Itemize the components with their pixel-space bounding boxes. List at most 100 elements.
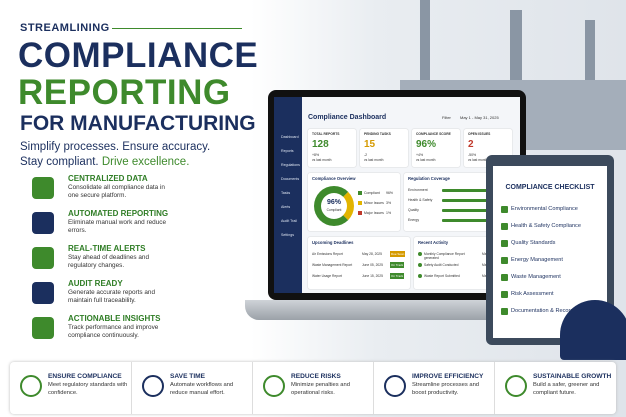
legend-value: 1% [386, 210, 392, 215]
benefit-title: ENSURE COMPLIANCE [48, 373, 122, 380]
feature-title: REAL-TIME ALERTS [68, 244, 146, 253]
benefit-text: Automate workflows and reduce manual eff… [170, 382, 234, 396]
sidebar-item: Dashboard [281, 135, 299, 139]
subtitle: FOR MANUFACTURING [20, 112, 256, 135]
kpi-card: TOTAL REPORTS 128 +8% vs last month [308, 129, 356, 167]
benefit: IMPROVE EFFICIENCY Streamline processes a… [373, 362, 494, 414]
kpi-note: vs last month [312, 158, 332, 162]
activity-name: Waste Report Submitted [424, 274, 460, 278]
feature-title: CENTRALIZED DATA [68, 174, 148, 183]
feature-icon [32, 247, 54, 269]
deadline-date: June 05, 2025 [362, 263, 383, 267]
tagline: Simplify processes. Ensure accuracy. Stay… [20, 140, 210, 170]
kpi-label: OPEN ISSUES [468, 132, 491, 136]
legend-name: Major Issues [364, 210, 384, 215]
benefit: ENSURE COMPLIANCE Meet regulatory standar… [10, 362, 131, 414]
checkbox [501, 206, 508, 213]
checklist-item: Waste Management [511, 274, 561, 280]
activity-name: Safety Audit Conducted [424, 263, 459, 267]
tagline-accent: Drive excellence. [101, 156, 190, 168]
hard-hat [560, 300, 626, 360]
checklist: COMPLIANCE CHECKLIST Environmental Compl… [493, 166, 607, 338]
benefit-title: IMPROVE EFFICIENCY [412, 373, 484, 380]
feature-text: Track performance and improve compliance… [68, 324, 159, 339]
feature-icon [32, 177, 54, 199]
checkbox [501, 291, 508, 298]
checkbox [501, 240, 508, 247]
kpi-value: 96% [416, 139, 437, 150]
kpi-card: COMPLIANCE SCORE 96% +4% vs last month [412, 129, 460, 167]
checklist-item: Documentation & Records [511, 308, 577, 314]
coverage-bar [442, 219, 496, 222]
deadline-date: June 15, 2025 [362, 274, 383, 278]
checklist-item: Quality Standards [511, 240, 556, 246]
sidebar-item: Settings [281, 233, 294, 237]
benefit-text: Minimize penalties and operational risks… [291, 382, 350, 396]
feature-icon [32, 317, 54, 339]
rule [112, 28, 242, 29]
coverage-name: Health & Safety [408, 198, 433, 202]
kpi-delta: -2 [364, 153, 368, 157]
legend-swatch [358, 201, 362, 205]
coverage-bar [442, 209, 496, 212]
benefit-icon [505, 375, 527, 397]
feature-text: Eliminate manual work and reduce errors. [68, 219, 167, 234]
feature: CENTRALIZED DATA Consolidate all complian… [28, 174, 178, 207]
panel-title: Regulation Coverage [408, 176, 450, 181]
deadline-status: On Track [390, 273, 405, 279]
tagline-text: Simplify processes. Ensure accuracy. [20, 141, 211, 153]
checklist-item: Environmental Compliance [511, 206, 578, 212]
feature-title: ACTIONABLE INSIGHTS [68, 314, 161, 323]
feature-text: Consolidate all compliance data in one s… [68, 184, 165, 199]
kpi-note: vs last month [364, 158, 384, 162]
kpi-delta: +4% [416, 153, 424, 157]
deadline-date: May 28, 2025 [362, 252, 382, 256]
overview-card: Compliance Overview 96% Compliant Compliant… [308, 173, 400, 231]
chimney [420, 0, 430, 110]
feature-text: Stay ahead of deadlines and regulatory c… [68, 254, 150, 269]
coverage-name: Environment [408, 188, 428, 192]
kicker: STREAMLINING [20, 22, 110, 34]
kpi-label: TOTAL REPORTS [312, 132, 340, 136]
benefit: SUSTAINABLE GROWTH Build a safer, greener… [494, 362, 615, 414]
benefit: REDUCE RISKS Minimize penalties and opera… [252, 362, 373, 414]
checklist-item: Energy Management [511, 257, 563, 263]
coverage-bar [442, 189, 496, 192]
activity-dot [418, 274, 422, 278]
checkbox [501, 274, 508, 281]
panel-title: Upcoming Deadlines [312, 240, 354, 245]
title: REPORTING [18, 73, 231, 112]
legend-name: Compliant [364, 190, 380, 195]
deadline-status: On Track [390, 262, 405, 268]
benefits-bar: ENSURE COMPLIANCE Meet regulatory standar… [10, 362, 616, 414]
feature-icon [32, 282, 54, 304]
filter: Filter [442, 115, 451, 120]
feature-text: Generate accurate reports and maintain f… [68, 289, 156, 304]
laptop-base [245, 300, 549, 320]
benefit-text: Streamline processes and boost productiv… [412, 382, 480, 396]
deadline-name: Air Emissions Report [312, 252, 343, 256]
feature-icon [32, 212, 54, 234]
benefit-icon [142, 375, 164, 397]
kpi-delta: +8% [312, 153, 320, 157]
kpi-card: PENDING TASKS 15 -2 vs last month [360, 129, 408, 167]
kpi-value: 2 [468, 139, 474, 150]
coverage-name: Energy [408, 218, 420, 222]
panel-title: Compliance Overview [312, 176, 356, 181]
kpi-delta: -50% [468, 153, 477, 157]
chimney [585, 20, 595, 120]
kpi-value: 128 [312, 139, 329, 150]
activity-name: Monthly Compliance Report generated [424, 252, 465, 260]
dashboard: Dashboard Reports Regulations Documents Task… [274, 97, 520, 293]
checkbox [501, 308, 508, 315]
sidebar-item: Alerts [281, 205, 291, 209]
feature-title: AUDIT READY [68, 279, 123, 288]
benefit-text: Meet regulatory standards with confidenc… [48, 382, 128, 396]
sidebar-item: Documents [281, 177, 300, 181]
sidebar-item: Regulations [281, 163, 300, 167]
checkbox [501, 223, 508, 230]
donut-label: Compliant [326, 208, 342, 212]
donut [314, 186, 354, 226]
feature-title: AUTOMATED REPORTING [68, 209, 169, 218]
